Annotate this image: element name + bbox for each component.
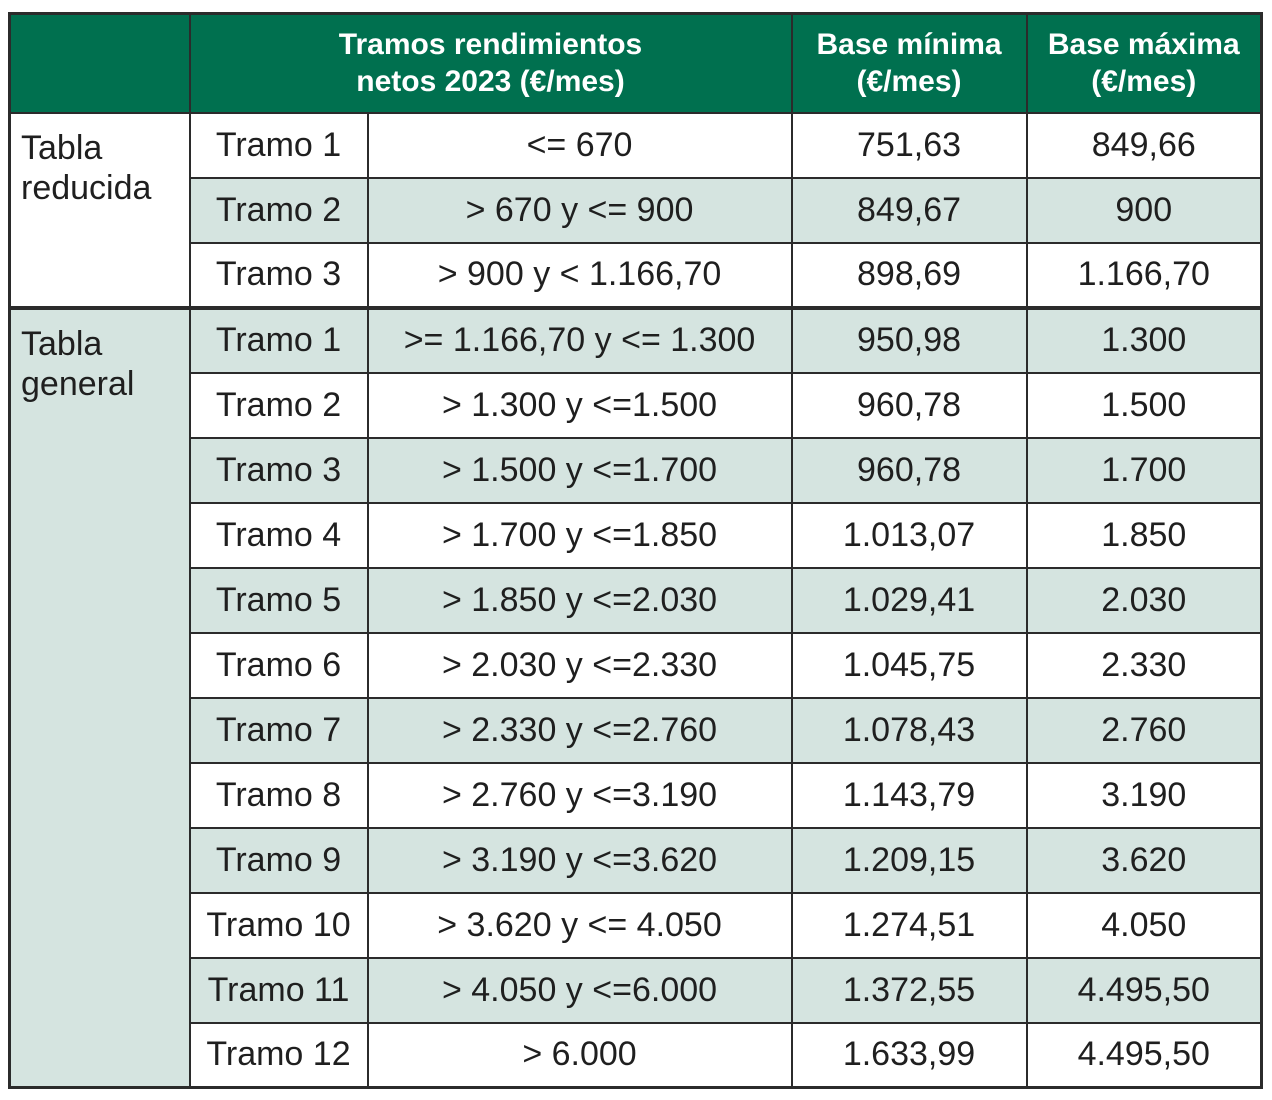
base-min-cell: 1.078,43 xyxy=(790,696,1028,764)
header-max-line2: (€/mes) xyxy=(1091,65,1197,99)
base-min-cell: 1.209,15 xyxy=(790,826,1028,894)
tramo-cell: Tramo 12 xyxy=(188,1021,369,1089)
header-range: Tramos rendimientos netos 2023 (€/mes) xyxy=(188,12,793,114)
base-max-cell: 900 xyxy=(1025,176,1263,244)
base-max-cell: 2.030 xyxy=(1025,566,1263,634)
header-base-max: Base máxima (€/mes) xyxy=(1025,12,1263,114)
tramo-cell: Tramo 10 xyxy=(188,891,369,959)
table-row: Tramo 12 > 6.000 1.633,99 4.495,50 xyxy=(10,1021,1263,1089)
group-label-line1: Tabla xyxy=(21,128,103,167)
tramo-cell: Tramo 3 xyxy=(188,241,369,309)
table-row: Tramo 6 > 2.030 y <=2.330 1.045,75 2.330 xyxy=(10,631,1263,699)
tramo-cell: Tramo 1 xyxy=(188,111,369,179)
range-cell: >= 1.166,70 y <= 1.300 xyxy=(366,305,793,374)
base-max-cell: 3.190 xyxy=(1025,761,1263,829)
contribution-bases-table: Tramos rendimientos netos 2023 (€/mes) B… xyxy=(8,12,1264,1089)
base-max-cell: 4.495,50 xyxy=(1025,1021,1263,1089)
base-min-cell: 1.143,79 xyxy=(790,761,1028,829)
base-min-cell: 1.013,07 xyxy=(790,501,1028,569)
base-max-cell: 849,66 xyxy=(1025,111,1263,179)
header-max-line1: Base máxima xyxy=(1047,28,1240,62)
base-min-cell: 950,98 xyxy=(790,305,1028,374)
table-row: Tramo 3 > 900 y < 1.166,70 898,69 1.166,70 xyxy=(10,241,1263,309)
header-min-line2: (€/mes) xyxy=(856,65,962,99)
range-cell: > 1.300 y <=1.500 xyxy=(366,371,793,439)
base-min-cell: 1.633,99 xyxy=(790,1021,1028,1089)
group-label-line2: reducida xyxy=(21,168,152,207)
base-min-cell: 1.029,41 xyxy=(790,566,1028,634)
header-min-line1: Base mínima xyxy=(816,28,1002,62)
table-row: Tramo 10 > 3.620 y <= 4.050 1.274,51 4.050 xyxy=(10,891,1263,959)
tramo-cell: Tramo 2 xyxy=(188,371,369,439)
base-max-cell: 1.166,70 xyxy=(1025,241,1263,309)
header-base-min: Base mínima (€/mes) xyxy=(790,12,1028,114)
header-row: Tramos rendimientos netos 2023 (€/mes) B… xyxy=(8,12,1263,114)
tramo-cell: Tramo 4 xyxy=(188,501,369,569)
tramo-cell: Tramo 8 xyxy=(188,761,369,829)
base-max-cell: 1.850 xyxy=(1025,501,1263,569)
base-min-cell: 1.045,75 xyxy=(790,631,1028,699)
tramo-cell: Tramo 11 xyxy=(188,956,369,1024)
base-min-cell: 1.274,51 xyxy=(790,891,1028,959)
table-row: Tramo 7 > 2.330 y <=2.760 1.078,43 2.760 xyxy=(10,696,1263,764)
table-row: Tramo 2 > 670 y <= 900 849,67 900 xyxy=(10,176,1263,244)
header-range-line1: Tramos rendimientos xyxy=(338,28,643,62)
range-cell: > 6.000 xyxy=(366,1021,793,1089)
group-label-line2: general xyxy=(21,364,135,403)
tramo-cell: Tramo 9 xyxy=(188,826,369,894)
base-max-cell: 4.050 xyxy=(1025,891,1263,959)
base-max-cell: 2.760 xyxy=(1025,696,1263,764)
base-min-cell: 751,63 xyxy=(790,111,1028,179)
base-max-cell: 1.300 xyxy=(1025,305,1263,374)
table-row: Tramo 2 > 1.300 y <=1.500 960,78 1.500 xyxy=(10,371,1263,439)
table-row: Tramo 9 > 3.190 y <=3.620 1.209,15 3.620 xyxy=(10,826,1263,894)
base-max-cell: 1.500 xyxy=(1025,371,1263,439)
range-cell: > 1.700 y <=1.850 xyxy=(366,501,793,569)
table-body: Tabla reducida Tramo 1 <= 670 751,63 849,66 Tr… xyxy=(8,111,1263,1089)
range-cell: > 670 y <= 900 xyxy=(366,176,793,244)
tramo-cell: Tramo 6 xyxy=(188,631,369,699)
header-range-line2: netos 2023 (€/mes) xyxy=(356,65,625,99)
base-max-cell: 3.620 xyxy=(1025,826,1263,894)
range-cell: > 1.850 y <=2.030 xyxy=(366,566,793,634)
range-cell: > 2.760 y <=3.190 xyxy=(366,761,793,829)
base-min-cell: 898,69 xyxy=(790,241,1028,309)
base-max-cell: 2.330 xyxy=(1025,631,1263,699)
range-cell: > 3.190 y <=3.620 xyxy=(366,826,793,894)
table-row: Tramo 8 > 2.760 y <=3.190 1.143,79 3.190 xyxy=(10,761,1263,829)
tramo-cell: Tramo 1 xyxy=(188,305,369,374)
range-cell: > 1.500 y <=1.700 xyxy=(366,436,793,504)
group-label-general: Tabla general xyxy=(8,305,191,1089)
base-min-cell: 849,67 xyxy=(790,176,1028,244)
range-cell: > 2.030 y <=2.330 xyxy=(366,631,793,699)
range-cell: > 900 y < 1.166,70 xyxy=(366,241,793,309)
table-row: Tramo 4 > 1.700 y <=1.850 1.013,07 1.850 xyxy=(10,501,1263,569)
tramo-cell: Tramo 3 xyxy=(188,436,369,504)
tramo-cell: Tramo 2 xyxy=(188,176,369,244)
group-label-line1: Tabla xyxy=(21,324,103,363)
tax-bracket-table-container: Tramos rendimientos netos 2023 (€/mes) B… xyxy=(8,12,1264,1089)
range-cell: > 3.620 y <= 4.050 xyxy=(366,891,793,959)
table-header: Tramos rendimientos netos 2023 (€/mes) B… xyxy=(8,12,1263,114)
table-row: Tramo 3 > 1.500 y <=1.700 960,78 1.700 xyxy=(10,436,1263,504)
group-label-reducida: Tabla reducida xyxy=(8,111,191,309)
base-min-cell: 1.372,55 xyxy=(790,956,1028,1024)
range-cell: <= 670 xyxy=(366,111,793,179)
base-max-cell: 4.495,50 xyxy=(1025,956,1263,1024)
base-max-cell: 1.700 xyxy=(1025,436,1263,504)
range-cell: > 4.050 y <=6.000 xyxy=(366,956,793,1024)
tramo-cell: Tramo 7 xyxy=(188,696,369,764)
table-row: Tramo 5 > 1.850 y <=2.030 1.029,41 2.030 xyxy=(10,566,1263,634)
base-min-cell: 960,78 xyxy=(790,436,1028,504)
table-row: Tabla reducida Tramo 1 <= 670 751,63 849,66 xyxy=(8,111,1263,309)
table-row: Tramo 11 > 4.050 y <=6.000 1.372,55 4.495,5… xyxy=(10,956,1263,1024)
tramo-cell: Tramo 5 xyxy=(188,566,369,634)
range-cell: > 2.330 y <=2.760 xyxy=(366,696,793,764)
base-min-cell: 960,78 xyxy=(790,371,1028,439)
header-group-cell xyxy=(8,12,191,114)
table-row: Tabla general Tramo 1 >= 1.166,70 y <= 1.30… xyxy=(8,305,1263,1089)
